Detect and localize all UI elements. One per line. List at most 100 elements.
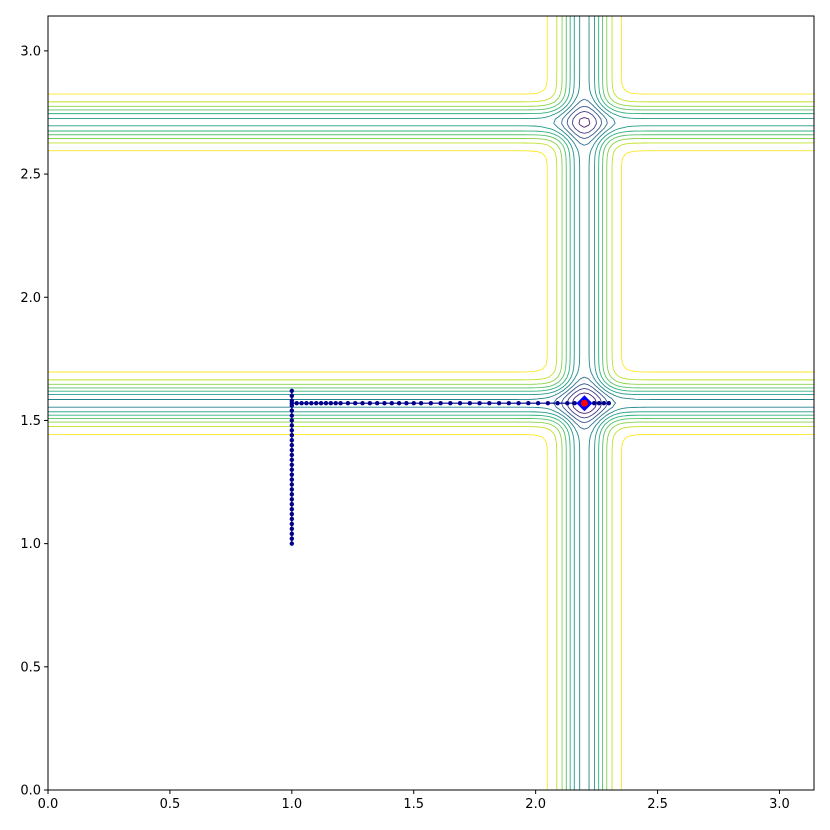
path-point	[601, 401, 607, 406]
path-point	[516, 401, 521, 406]
path-point	[404, 401, 409, 406]
path-point	[333, 401, 338, 406]
path-point	[591, 401, 597, 406]
path-point	[596, 401, 602, 406]
path-point	[289, 408, 295, 413]
path-point	[477, 401, 482, 406]
x-tick-label: 2.5	[647, 797, 668, 812]
path-point	[289, 423, 295, 428]
path-point	[506, 401, 512, 406]
path-point	[289, 462, 295, 467]
path-point	[396, 401, 402, 406]
y-tick-label: 0.5	[20, 660, 41, 675]
path-point	[294, 401, 299, 406]
y-tick-label: 2.5	[20, 168, 41, 183]
path-point	[382, 401, 387, 406]
path-point	[545, 401, 551, 406]
path-point	[606, 401, 611, 406]
contour-level-10	[48, 16, 814, 790]
path-point	[289, 413, 295, 418]
path-point	[289, 418, 295, 423]
path-point	[299, 401, 304, 406]
path-point	[289, 531, 295, 536]
path-point	[555, 401, 560, 406]
contour-level-2	[566, 110, 603, 419]
path-point	[289, 511, 295, 517]
y-tick-label: 1.5	[20, 414, 41, 429]
x-tick-label: 0.0	[38, 797, 59, 812]
path-point	[304, 401, 309, 406]
path-point	[411, 401, 416, 406]
path-point	[360, 401, 365, 406]
path-point	[289, 536, 295, 541]
path-point	[289, 433, 295, 438]
y-tick-label: 3.0	[20, 44, 41, 59]
path-point	[565, 401, 570, 406]
path-point	[289, 457, 295, 463]
path-point	[289, 477, 295, 482]
path-point	[289, 452, 295, 458]
path-point	[457, 401, 463, 406]
path-point	[367, 401, 373, 406]
path-point	[289, 428, 295, 433]
path-point	[496, 401, 502, 406]
path-point	[289, 447, 295, 453]
path-point	[438, 401, 443, 406]
path-point	[289, 516, 295, 522]
contour-lines	[48, 16, 814, 790]
path-point	[289, 401, 295, 406]
y-tick-label: 0.0	[20, 784, 41, 799]
contour-level-3	[560, 105, 608, 424]
contour-level-7	[48, 16, 814, 790]
path-point	[289, 442, 295, 448]
path-point	[289, 521, 295, 527]
path-point	[345, 401, 351, 406]
y-tick-label: 2.0	[20, 291, 41, 306]
path-point	[289, 497, 295, 502]
path-point	[318, 401, 324, 406]
minimum-point	[580, 399, 588, 407]
path-point	[314, 401, 319, 406]
x-tick-label: 3.0	[769, 797, 790, 812]
path-point	[289, 492, 295, 497]
path-point	[323, 401, 329, 406]
minimum-marker	[576, 395, 593, 412]
path-point	[389, 401, 394, 406]
x-tick-label: 2.0	[525, 797, 546, 812]
contour-level-11	[48, 16, 814, 790]
y-tick-label: 1.0	[20, 537, 41, 552]
path-point	[289, 388, 295, 394]
x-tick-label: 1.5	[403, 797, 424, 812]
path-point	[289, 487, 295, 492]
contour-level-5	[48, 16, 814, 790]
path-point	[374, 401, 380, 406]
path-point	[338, 401, 343, 406]
path-point	[328, 401, 334, 406]
contour-level-8	[48, 16, 814, 790]
x-tick-label: 0.5	[160, 797, 181, 812]
path-point	[535, 401, 541, 406]
path-point	[353, 401, 358, 406]
path-point	[289, 472, 295, 477]
path-point	[289, 437, 295, 443]
path-point	[467, 401, 473, 406]
path-point	[289, 526, 295, 532]
contour-level-1	[571, 117, 598, 414]
path-point	[289, 502, 295, 507]
x-axis: 0.0 0.5 1.0 1.5 2.0 2.5 3.0	[38, 790, 790, 812]
path-point	[526, 401, 531, 406]
y-axis: 0.0 0.5 1.0 1.5 2.0 2.5 3.0	[20, 44, 48, 799]
path-point	[289, 541, 295, 546]
contour-level-4	[552, 98, 616, 430]
optimization-path	[289, 388, 611, 546]
path-point	[289, 393, 295, 399]
x-tick-label: 1.0	[281, 797, 302, 812]
path-point	[572, 401, 577, 406]
path-point	[289, 467, 295, 472]
contour-level-6	[48, 16, 814, 790]
path-point	[309, 401, 314, 406]
path-point	[289, 482, 295, 487]
path-point	[418, 401, 424, 406]
path-point	[487, 401, 492, 406]
